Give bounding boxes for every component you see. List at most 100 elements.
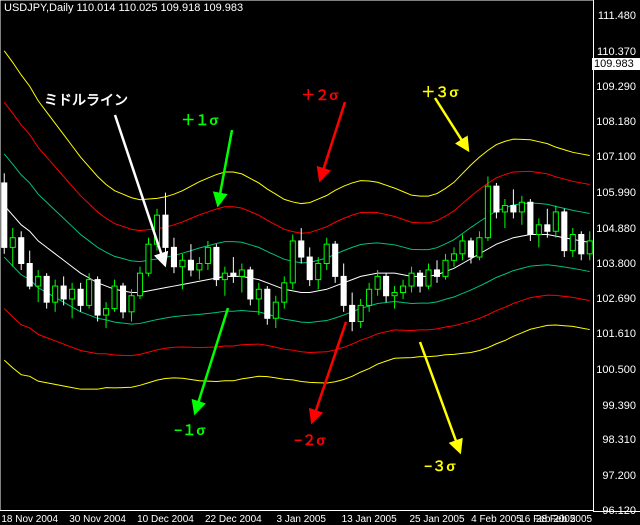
annotation-label: −２σ bbox=[294, 430, 326, 450]
candle-body bbox=[494, 186, 499, 212]
candle-body bbox=[358, 305, 363, 321]
candle-body bbox=[112, 286, 117, 309]
candle-body bbox=[451, 254, 456, 260]
candle-body bbox=[375, 276, 380, 289]
y-tick-label: 107.100 bbox=[596, 151, 636, 163]
y-tick-label: 102.690 bbox=[596, 293, 636, 305]
band-minus-3 bbox=[4, 325, 590, 389]
plot-area[interactable]: ミドルライン＋１σ−１σ＋２σ−２σ＋３σ−３σ bbox=[0, 0, 594, 525]
annotation-label: ミドルライン bbox=[44, 90, 128, 110]
candle-body bbox=[367, 289, 372, 305]
y-tick-label: 97.200 bbox=[602, 470, 636, 482]
candle-body bbox=[78, 289, 83, 305]
candle-body bbox=[137, 273, 142, 296]
chart-root: USDJPY,Daily 110.014 110.025 109.918 109… bbox=[0, 0, 640, 525]
y-tick-label: 108.180 bbox=[596, 116, 636, 128]
band-plus-3 bbox=[4, 51, 590, 204]
candle-body bbox=[299, 241, 304, 257]
annotation-label: ＋１σ bbox=[181, 110, 219, 130]
y-tick-label: 98.310 bbox=[602, 434, 636, 446]
candle-body bbox=[324, 244, 329, 263]
candle-body bbox=[180, 260, 185, 266]
candle-body bbox=[214, 247, 219, 279]
candle-body bbox=[409, 273, 414, 286]
candle-body bbox=[282, 283, 287, 302]
candle-body bbox=[545, 225, 550, 231]
candle-body bbox=[401, 286, 406, 292]
candle-body bbox=[104, 309, 109, 315]
candle-body bbox=[10, 238, 15, 248]
x-tick-label: 18 Nov 2004 bbox=[1, 514, 58, 525]
y-axis: 96.12097.20098.31099.390100.500101.61010… bbox=[593, 0, 640, 512]
candle-body bbox=[171, 247, 176, 266]
candle-body bbox=[485, 186, 490, 238]
y-tick-label: 100.500 bbox=[596, 364, 636, 376]
candle-body bbox=[129, 296, 134, 312]
annotation-arrow bbox=[312, 322, 346, 422]
candle-body bbox=[222, 273, 227, 279]
annotation-arrow bbox=[115, 115, 165, 265]
candle-body bbox=[61, 286, 66, 299]
candle-body bbox=[392, 293, 397, 296]
candle-body bbox=[511, 205, 516, 211]
candle-body bbox=[460, 241, 465, 254]
candle-body bbox=[417, 273, 422, 286]
candle-body bbox=[333, 244, 338, 276]
candle-body bbox=[36, 276, 41, 286]
candle-body bbox=[384, 276, 389, 295]
candle-body bbox=[53, 286, 58, 302]
x-tick-label: 10 Dec 2004 bbox=[137, 514, 194, 525]
x-tick-label: 22 Dec 2004 bbox=[205, 514, 262, 525]
candle-body bbox=[248, 270, 253, 299]
x-tick-label: 13 Jan 2005 bbox=[342, 514, 397, 525]
candle-body bbox=[239, 270, 244, 276]
candle-body bbox=[205, 247, 210, 263]
candle-body bbox=[350, 305, 355, 321]
candle-body bbox=[19, 238, 24, 264]
candle-body bbox=[87, 280, 92, 306]
candle-body bbox=[434, 270, 439, 276]
candle-body bbox=[528, 202, 533, 234]
candle-body bbox=[163, 215, 168, 247]
candle-body bbox=[307, 257, 312, 280]
x-tick-label: 3 Jan 2005 bbox=[276, 514, 326, 525]
candle-body bbox=[273, 302, 278, 318]
candle-body bbox=[477, 238, 482, 257]
candle-body bbox=[2, 183, 7, 247]
y-tick-label: 101.610 bbox=[596, 328, 636, 340]
candle-body bbox=[197, 264, 202, 270]
candle-body bbox=[146, 244, 151, 273]
candle-body bbox=[519, 202, 524, 212]
x-tick-label: 25 Jan 2005 bbox=[409, 514, 464, 525]
candle-body bbox=[426, 270, 431, 286]
x-tick-label: 30 Nov 2004 bbox=[69, 514, 126, 525]
annotation-arrow bbox=[218, 130, 232, 205]
annotation-arrow bbox=[195, 308, 228, 413]
y-tick-label: 99.390 bbox=[602, 400, 636, 412]
y-tick-label: 104.880 bbox=[596, 223, 636, 235]
candle-body bbox=[188, 260, 193, 270]
candle-body bbox=[443, 260, 448, 276]
candle-body bbox=[27, 264, 32, 287]
y-tick-label: 103.800 bbox=[596, 258, 636, 270]
annotation-arrow bbox=[420, 342, 460, 452]
y-tick-label: 105.990 bbox=[596, 187, 636, 199]
candle-body bbox=[579, 234, 584, 253]
candle-body bbox=[265, 289, 270, 318]
annotation-arrow bbox=[320, 102, 345, 180]
annotation-label: −１σ bbox=[174, 420, 206, 440]
candle-body bbox=[44, 276, 49, 302]
y-tick-label: 111.480 bbox=[598, 10, 636, 22]
x-tick-label: 28 Feb 2005 bbox=[536, 514, 592, 525]
annotation-label: ＋２σ bbox=[301, 85, 339, 105]
candle-body bbox=[502, 205, 507, 211]
annotation-arrow bbox=[435, 98, 468, 150]
candle-body bbox=[120, 286, 125, 312]
candle-body bbox=[570, 234, 575, 250]
candle-body bbox=[316, 264, 321, 280]
candle-body bbox=[95, 280, 100, 315]
annotation-label: −３σ bbox=[424, 456, 456, 476]
y-tick-label: 109.290 bbox=[596, 81, 636, 93]
candle-body bbox=[553, 212, 558, 231]
candle-body bbox=[70, 289, 75, 299]
